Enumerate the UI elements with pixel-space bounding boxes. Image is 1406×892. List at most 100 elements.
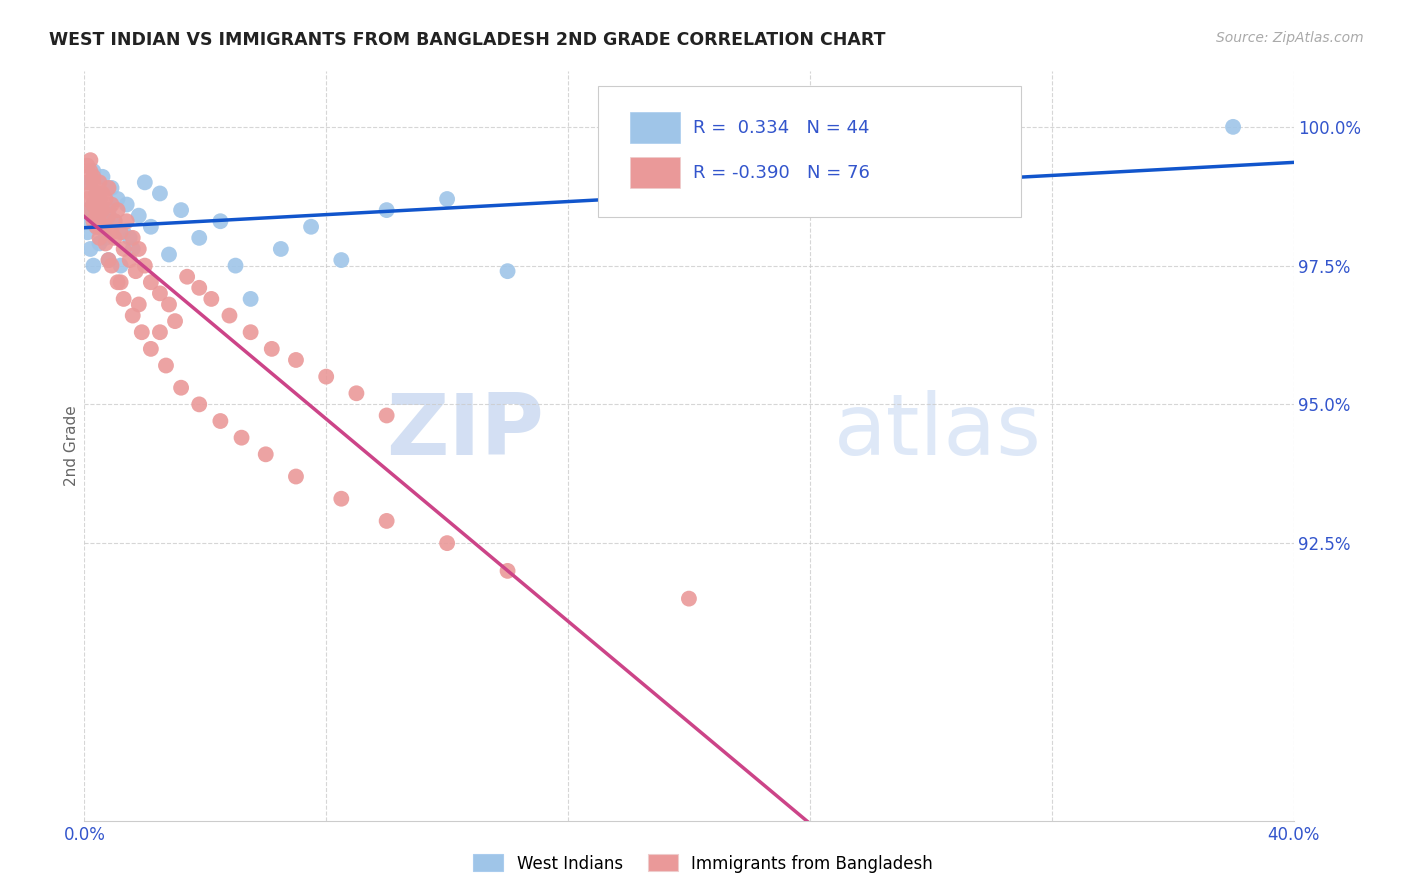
Point [112,242,135,256]
Point [121,242,143,256]
Point [91,186,114,201]
Point [79,175,101,189]
Point [170,381,193,395]
Point [76,175,98,189]
Point [299,219,322,234]
Legend: West Indians, Immigrants from Bangladesh: West Indians, Immigrants from Bangladesh [467,847,939,880]
Point [82,175,104,189]
Point [82,164,104,178]
Point [330,491,353,506]
Point [496,264,519,278]
Point [125,264,148,278]
Point [100,181,122,195]
Text: atlas: atlas [834,390,1042,473]
Text: Source: ZipAtlas.com: Source: ZipAtlas.com [1216,31,1364,45]
Point [110,259,132,273]
Text: R = -0.390   N = 76: R = -0.390 N = 76 [693,163,869,181]
Point [231,431,253,445]
Text: R =  0.334   N = 44: R = 0.334 N = 44 [693,119,869,136]
Point [79,186,101,201]
Point [107,275,129,289]
Point [121,309,143,323]
Point [375,409,398,423]
Point [89,192,111,206]
Text: ZIP: ZIP [387,390,544,473]
Point [94,219,117,234]
Point [82,259,104,273]
Point [100,197,122,211]
Point [118,253,141,268]
Point [436,192,458,206]
Point [254,447,277,461]
Point [82,214,104,228]
Point [107,203,129,218]
Point [218,309,240,323]
Point [79,203,101,218]
Point [436,536,458,550]
Point [678,181,700,195]
Point [134,175,156,189]
Point [79,242,101,256]
Point [79,153,101,168]
Point [118,231,141,245]
Point [76,203,98,218]
Point [89,197,111,211]
Point [94,192,117,206]
Point [82,197,104,211]
Point [134,259,156,273]
Point [110,225,132,239]
Point [91,209,114,223]
FancyBboxPatch shape [630,157,681,188]
Point [82,169,104,184]
Point [678,591,700,606]
Point [112,225,135,239]
Point [155,359,177,373]
Point [86,219,108,234]
Point [375,514,398,528]
Point [188,397,211,411]
Point [104,231,127,245]
Point [330,253,353,268]
Point [91,169,114,184]
Point [82,197,104,211]
Point [128,242,150,256]
Point [100,259,122,273]
Point [239,292,262,306]
Point [285,353,308,368]
Point [139,219,162,234]
Point [285,469,308,483]
Point [76,159,98,173]
Point [100,225,122,239]
Point [89,175,111,189]
Point [97,209,120,223]
Point [128,297,150,311]
Point [165,314,187,328]
Point [1222,120,1244,134]
Point [188,281,211,295]
Point [209,214,232,228]
Point [97,253,120,268]
Point [86,186,108,201]
Point [209,414,232,428]
Point [76,192,98,206]
Point [200,292,222,306]
Point [260,342,283,356]
Point [89,219,111,234]
FancyBboxPatch shape [599,87,1022,218]
Point [79,164,101,178]
Point [97,203,120,218]
Point [76,225,98,239]
Point [91,203,114,218]
Point [79,214,101,228]
Point [82,197,104,211]
Point [920,159,942,173]
Point [107,192,129,206]
Y-axis label: 2nd Grade: 2nd Grade [63,406,79,486]
Point [94,236,117,251]
FancyBboxPatch shape [630,112,681,144]
Point [89,231,111,245]
Point [115,197,138,211]
Point [97,181,120,195]
Point [176,269,198,284]
Point [315,369,337,384]
